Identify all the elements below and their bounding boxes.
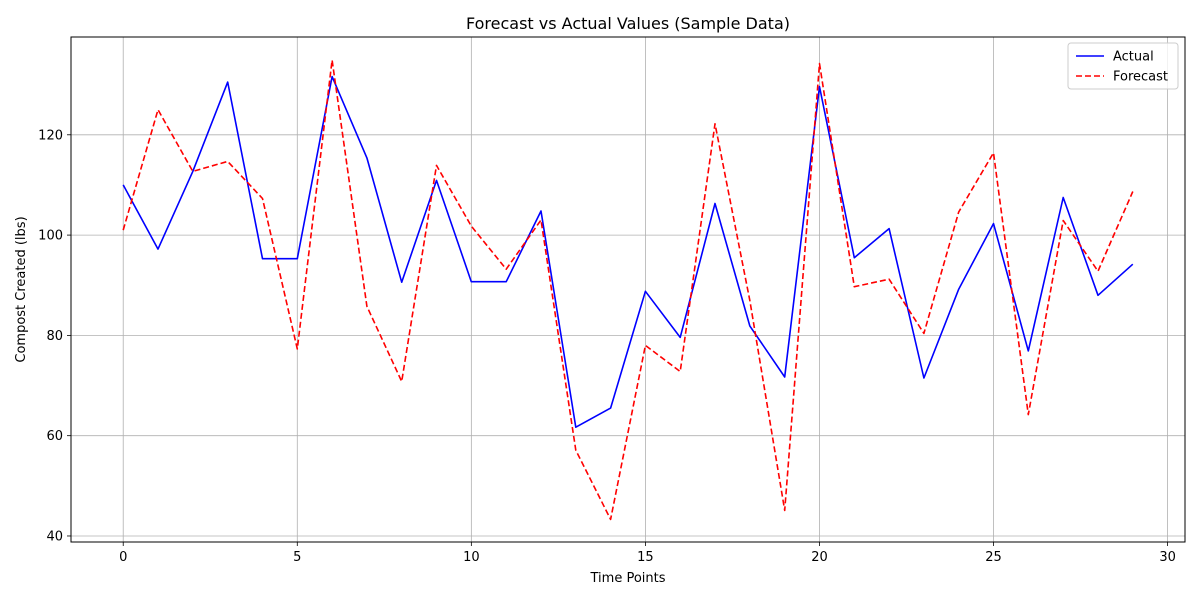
x-axis: 0 5 10 15 20 25 30 <box>119 542 1176 565</box>
plot-frame <box>70 36 1186 543</box>
y-axis-label: Compost Created (lbs) <box>14 216 29 362</box>
y-axis: 40 60 80 100 120 <box>38 128 71 544</box>
x-tick-label: 5 <box>293 550 301 565</box>
x-tick-label: 20 <box>811 550 828 565</box>
legend: Actual Forecast <box>1067 42 1179 90</box>
y-tick-label: 40 <box>46 529 63 544</box>
legend-label-actual: Actual <box>1113 50 1154 65</box>
x-tick-label: 10 <box>463 550 480 565</box>
x-tick-label: 0 <box>119 550 127 565</box>
legend-box <box>1067 42 1179 90</box>
series-line-actual <box>122 75 1134 429</box>
y-tick-label: 100 <box>38 229 63 244</box>
x-tick-label: 30 <box>1159 550 1176 565</box>
chart-title: Forecast vs Actual Values (Sample Data) <box>466 14 790 33</box>
series-lines <box>122 59 1134 521</box>
y-tick-label: 80 <box>46 329 63 344</box>
y-tick-label: 120 <box>38 128 63 143</box>
grid-lines <box>71 37 1185 542</box>
x-axis-label: Time Points <box>590 571 666 586</box>
legend-label-forecast: Forecast <box>1113 70 1168 85</box>
x-tick-label: 25 <box>985 550 1002 565</box>
y-tick-label: 60 <box>46 429 63 444</box>
x-tick-label: 15 <box>637 550 654 565</box>
series-line-forecast <box>122 59 1134 521</box>
